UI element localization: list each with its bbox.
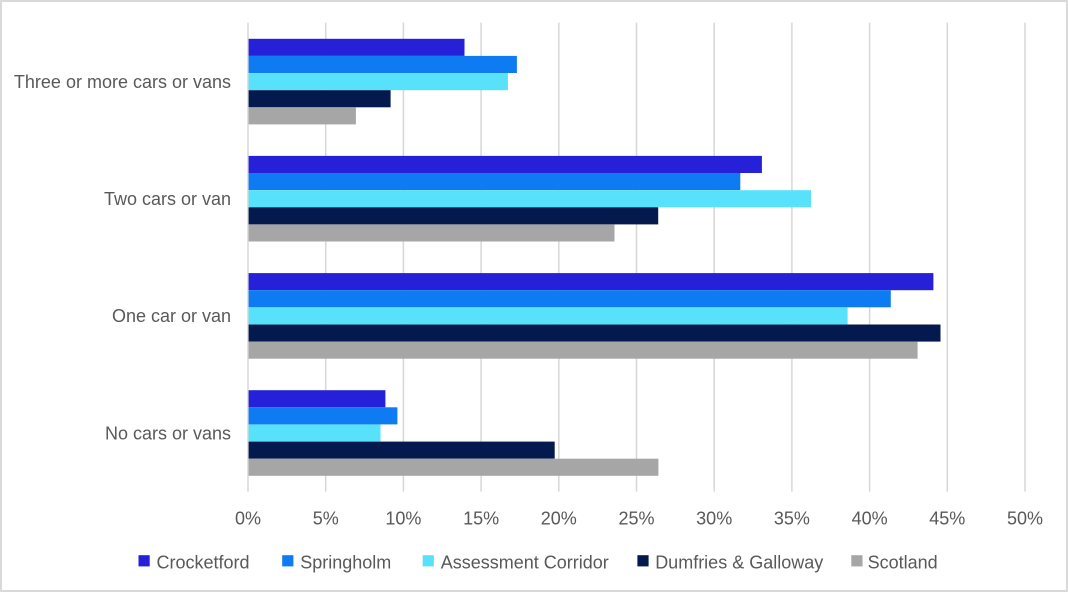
svg-text:Dumfries & Galloway: Dumfries & Galloway <box>655 553 823 573</box>
svg-text:15%: 15% <box>463 509 499 529</box>
svg-text:5%: 5% <box>313 509 339 529</box>
svg-text:35%: 35% <box>774 509 810 529</box>
svg-text:Three or more cars or vans: Three or more cars or vans <box>14 72 231 92</box>
svg-text:One car or van: One car or van <box>112 306 231 326</box>
svg-text:10%: 10% <box>385 509 421 529</box>
svg-text:0%: 0% <box>235 509 261 529</box>
svg-text:45%: 45% <box>929 509 965 529</box>
svg-text:Scotland: Scotland <box>868 553 938 573</box>
svg-text:Springholm: Springholm <box>300 553 391 573</box>
svg-text:40%: 40% <box>852 509 888 529</box>
svg-text:Crocketford: Crocketford <box>157 553 250 573</box>
svg-text:Assessment Corridor: Assessment Corridor <box>441 553 609 573</box>
svg-text:25%: 25% <box>618 509 654 529</box>
svg-text:No cars or vans: No cars or vans <box>105 423 231 443</box>
svg-text:50%: 50% <box>1007 509 1043 529</box>
svg-text:30%: 30% <box>696 509 732 529</box>
svg-text:20%: 20% <box>541 509 577 529</box>
svg-text:Two cars or van: Two cars or van <box>104 189 231 209</box>
